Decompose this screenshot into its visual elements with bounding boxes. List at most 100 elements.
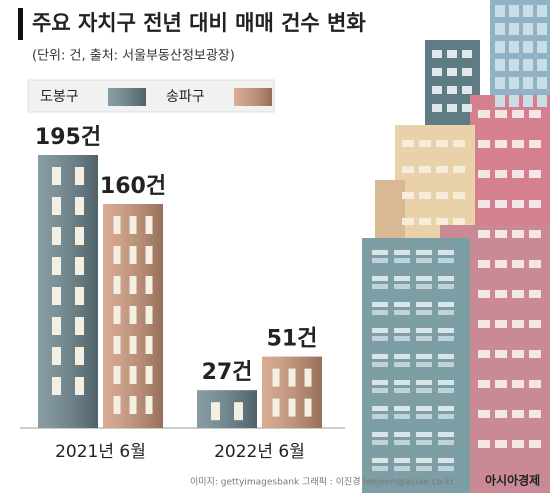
window	[394, 336, 410, 341]
window	[52, 347, 61, 365]
window	[402, 218, 414, 225]
bar-shade	[38, 155, 98, 428]
window	[272, 398, 280, 417]
window	[529, 170, 541, 178]
window	[129, 216, 137, 234]
x-tick-label: 2021년 6월	[55, 442, 146, 462]
window	[462, 104, 472, 112]
window	[372, 310, 388, 315]
window	[372, 284, 388, 289]
window	[529, 290, 541, 298]
window	[537, 95, 547, 107]
window	[436, 140, 448, 147]
window	[234, 402, 243, 421]
window	[129, 276, 137, 294]
window	[438, 458, 454, 463]
window	[113, 336, 121, 354]
window	[402, 166, 414, 173]
window	[394, 458, 410, 463]
window	[478, 260, 490, 268]
window	[372, 362, 388, 367]
window	[288, 398, 296, 417]
window	[478, 380, 490, 388]
window	[113, 306, 121, 324]
window	[447, 50, 457, 58]
window	[529, 350, 541, 358]
window	[113, 216, 121, 234]
window	[495, 440, 507, 448]
window	[432, 68, 442, 76]
window	[145, 216, 153, 234]
window	[537, 23, 547, 35]
window	[394, 310, 410, 315]
window	[438, 354, 454, 359]
window	[537, 77, 547, 89]
window	[478, 440, 490, 448]
window	[495, 410, 507, 418]
value-label: 27건	[202, 360, 253, 385]
window	[529, 320, 541, 328]
window	[537, 5, 547, 17]
window	[304, 368, 312, 387]
legend-swatch-shade	[234, 88, 272, 106]
window	[478, 230, 490, 238]
window	[129, 396, 137, 414]
window	[416, 302, 432, 307]
window	[495, 23, 505, 35]
window	[436, 192, 448, 199]
window	[75, 197, 84, 215]
window	[416, 276, 432, 281]
legend-label: 송파구	[166, 89, 205, 105]
window	[438, 406, 454, 411]
window	[512, 320, 524, 328]
window	[436, 166, 448, 173]
window	[478, 320, 490, 328]
window	[402, 140, 414, 147]
window	[416, 362, 432, 367]
window	[512, 110, 524, 118]
window	[394, 380, 410, 385]
value-label: 51건	[267, 327, 318, 352]
window	[394, 258, 410, 263]
window	[512, 170, 524, 178]
window	[394, 276, 410, 281]
window	[372, 466, 388, 471]
window	[438, 388, 454, 393]
window	[416, 380, 432, 385]
window	[419, 140, 431, 147]
logo: 아시아경제	[485, 473, 540, 488]
chart-title: 주요 자치구 전년 대비 매매 건수 변화	[32, 11, 366, 35]
window	[447, 68, 457, 76]
window	[478, 200, 490, 208]
window	[272, 368, 280, 387]
window	[416, 354, 432, 359]
window	[529, 230, 541, 238]
window	[523, 77, 533, 89]
x-tick-label: 2022년 6월	[214, 442, 305, 462]
window	[438, 362, 454, 367]
window	[529, 110, 541, 118]
window	[529, 140, 541, 148]
window	[394, 466, 410, 471]
window	[394, 328, 410, 333]
window	[478, 110, 490, 118]
window	[453, 140, 465, 147]
window	[416, 458, 432, 463]
window	[372, 328, 388, 333]
window	[372, 388, 388, 393]
window	[447, 86, 457, 94]
window	[419, 166, 431, 173]
window	[129, 336, 137, 354]
window	[495, 41, 505, 53]
window	[288, 368, 296, 387]
window	[416, 336, 432, 341]
window	[113, 366, 121, 384]
window	[75, 257, 84, 275]
window	[52, 167, 61, 185]
window	[495, 260, 507, 268]
window	[537, 41, 547, 53]
window	[453, 218, 465, 225]
window	[438, 284, 454, 289]
window	[512, 380, 524, 388]
window	[512, 350, 524, 358]
